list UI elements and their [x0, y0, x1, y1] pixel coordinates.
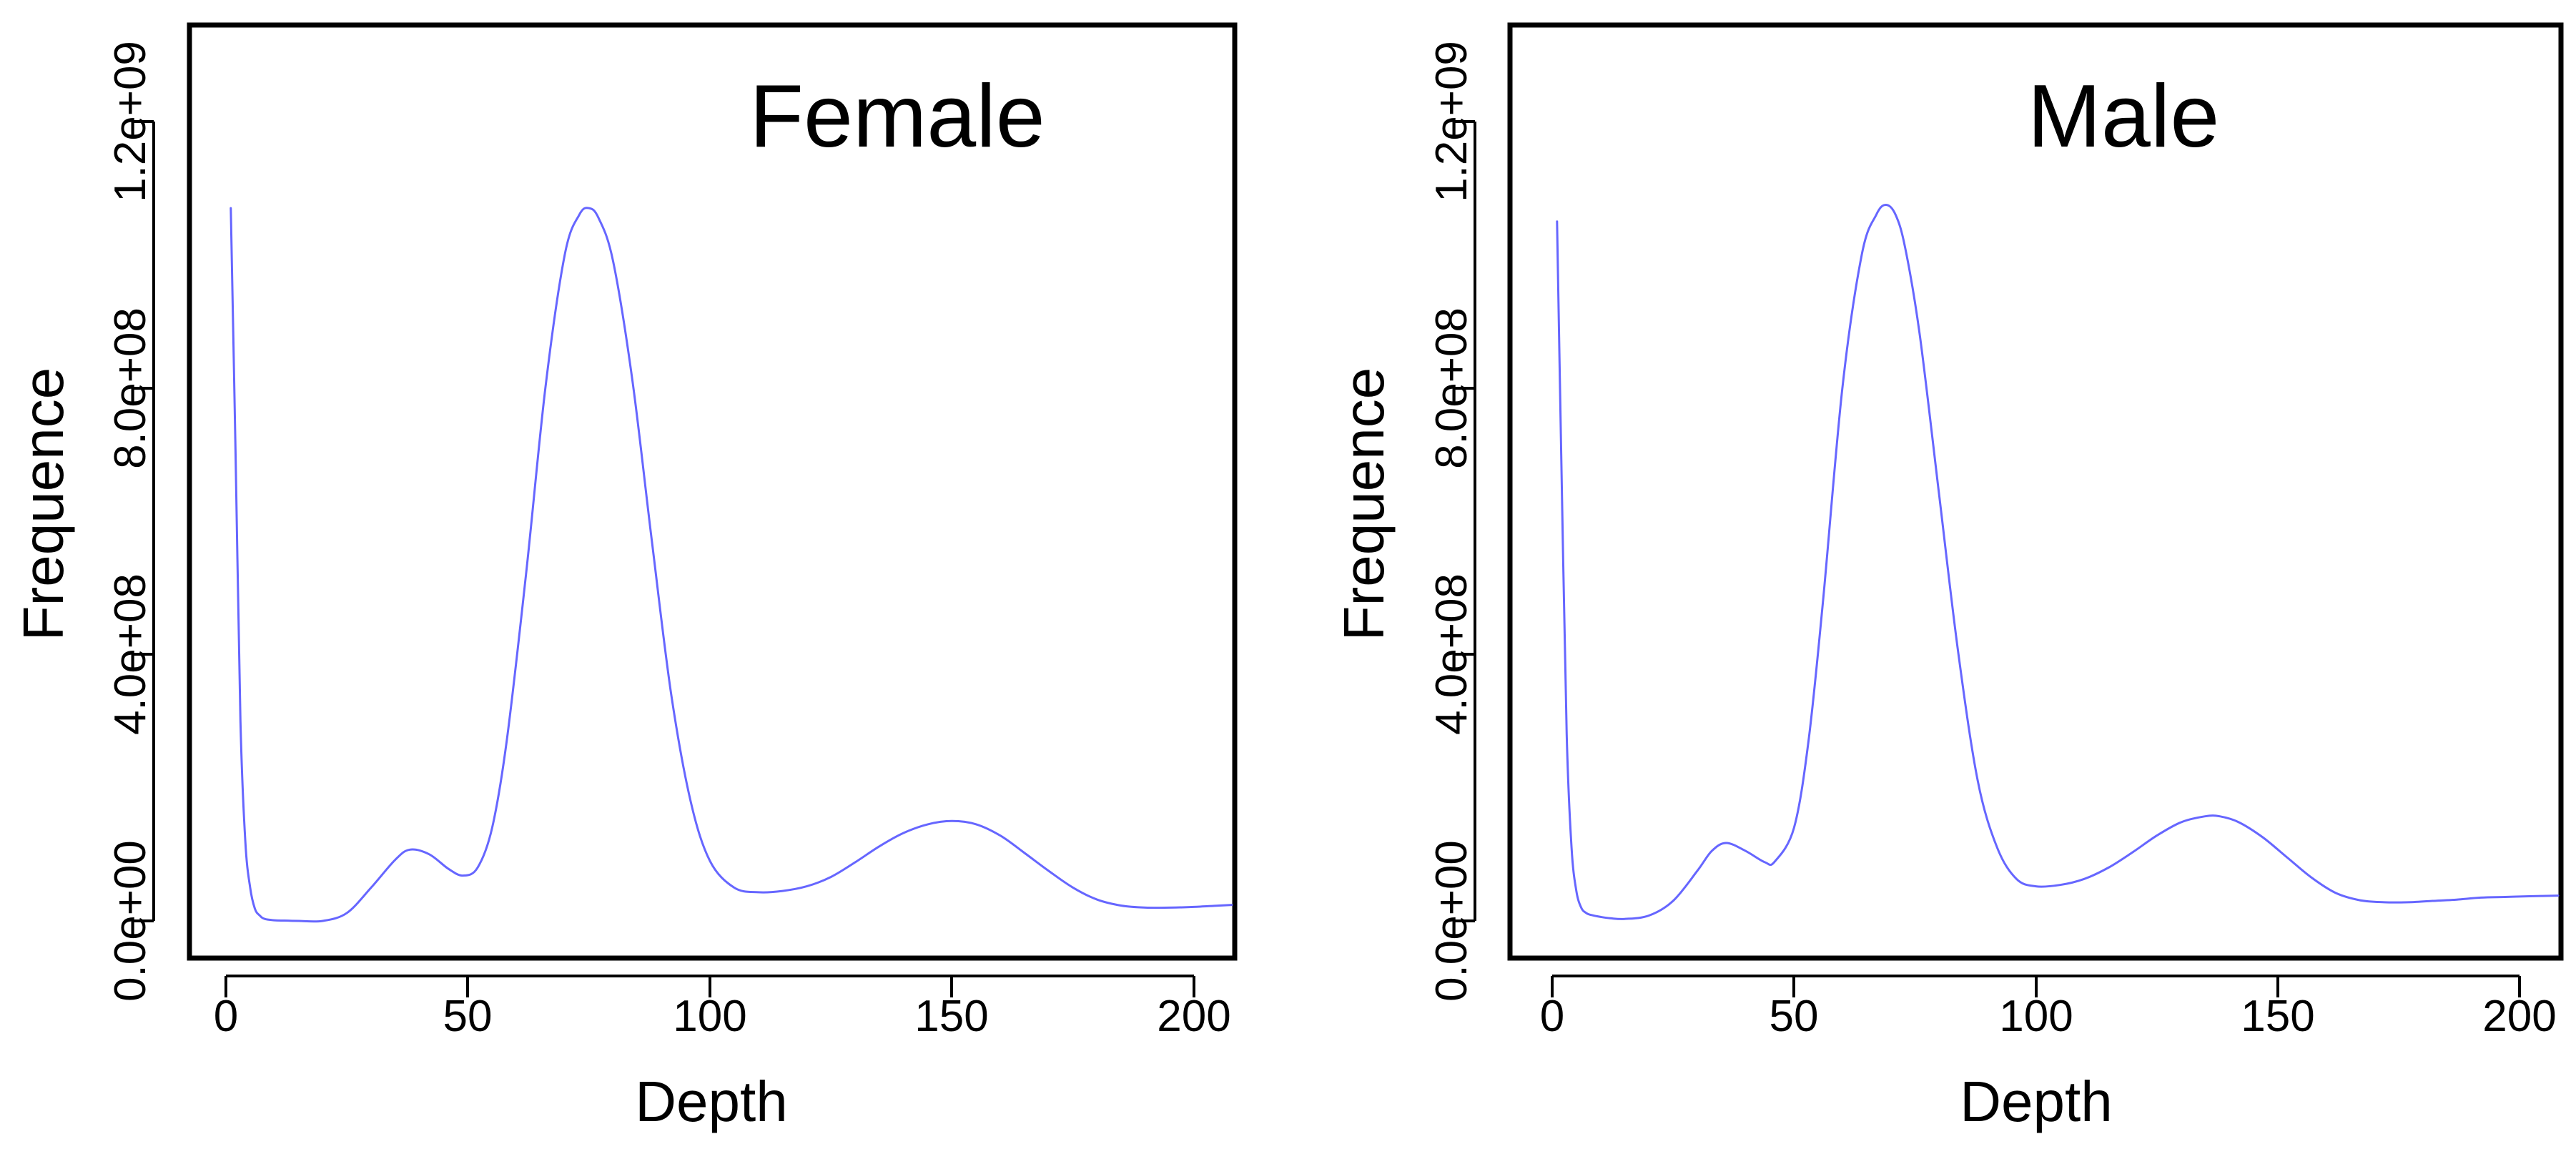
plot-frame [1507, 22, 2564, 961]
y-tick-label: 0.0e+00 [1427, 840, 1476, 1002]
y-axis-title: Frequence [11, 368, 75, 641]
x-tick-label: 50 [1770, 992, 1819, 1041]
plot-frame [187, 22, 1238, 961]
male-chart-panel: Male 0.0e+00 4.0e+08 8.0e+08 1.2e+09 0 5… [1332, 22, 2564, 1133]
plot-area [1556, 204, 2560, 920]
y-tick-label: 8.0e+08 [1427, 307, 1476, 469]
x-axis-title: Depth [635, 1070, 787, 1133]
x-axis-title: Depth [1960, 1070, 2112, 1133]
y-tick-label: 8.0e+08 [106, 307, 155, 469]
y-tick-label: 1.2e+09 [106, 41, 155, 202]
plot-title: Female [749, 67, 1045, 166]
x-tick-label: 150 [2241, 992, 2314, 1041]
x-tick-label: 200 [1157, 992, 1230, 1041]
y-tick-label: 0.0e+00 [106, 840, 155, 1002]
y-tick-label: 1.2e+09 [1427, 41, 1476, 202]
x-tick-label: 50 [443, 992, 493, 1041]
plot-area [230, 207, 1233, 923]
x-tick-label: 150 [914, 992, 988, 1041]
y-axis: 0.0e+00 4.0e+08 8.0e+08 1.2e+09 [106, 41, 155, 1002]
x-axis: 0 50 100 150 200 [214, 975, 1231, 1041]
y-tick-label: 4.0e+08 [106, 573, 155, 735]
series-line-male [1556, 204, 2560, 920]
plot-title: Male [2028, 67, 2220, 166]
x-tick-label: 0 [1540, 992, 1564, 1041]
female-chart-panel: Female 0.0e+00 4.0e+08 8.0e+08 1.2e+09 0… [11, 22, 1238, 1133]
x-tick-label: 200 [2482, 992, 2556, 1041]
x-tick-label: 100 [673, 992, 746, 1041]
x-axis: 0 50 100 150 200 [1540, 975, 2557, 1041]
y-tick-label: 4.0e+08 [1427, 573, 1476, 735]
y-axis: 0.0e+00 4.0e+08 8.0e+08 1.2e+09 [1427, 41, 1476, 1002]
x-tick-label: 100 [1999, 992, 2073, 1041]
x-tick-label: 0 [214, 992, 238, 1041]
series-line-female [230, 207, 1233, 923]
y-axis-title: Frequence [1332, 368, 1396, 641]
